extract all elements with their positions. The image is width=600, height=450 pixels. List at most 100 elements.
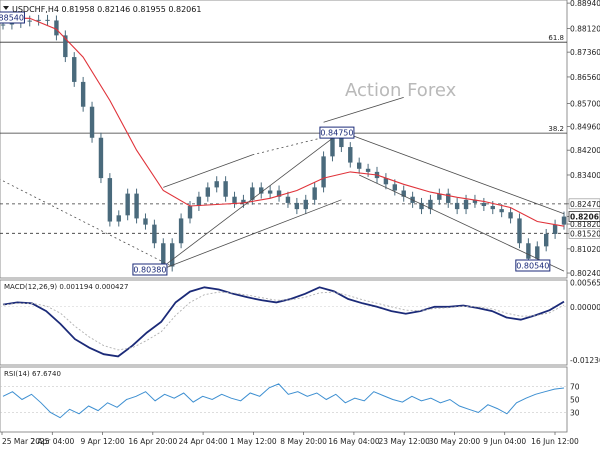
trend-line xyxy=(163,199,342,270)
candle-body xyxy=(365,168,371,172)
candle-body xyxy=(214,181,219,188)
price-plot-frame xyxy=(0,0,568,279)
x-tick-label: 1 May 12:00 xyxy=(230,437,277,446)
y-tick-label: 0.81020 xyxy=(570,245,600,254)
x-tick-label: 16 Apr 20:00 xyxy=(128,437,177,446)
price-annotation-box xyxy=(319,126,355,139)
watermark: Action Forex xyxy=(345,80,457,101)
candle-body xyxy=(561,216,567,225)
candle-body xyxy=(454,202,460,210)
candle-body xyxy=(9,22,15,25)
candle-body xyxy=(205,187,211,197)
price-annotation-label: 0.80380 xyxy=(133,266,166,275)
candle-body xyxy=(481,202,487,207)
rsi-y-tick-label: 30 xyxy=(570,409,580,418)
y-tick-label: 0.84200 xyxy=(570,146,600,155)
trend-line xyxy=(341,131,565,215)
moving-average-line xyxy=(3,17,565,227)
candle-body xyxy=(526,243,531,259)
candle-body xyxy=(294,202,300,210)
level-label: 38.2 xyxy=(548,125,564,133)
x-tick-label: 24 Apr 04:00 xyxy=(179,437,228,446)
candle-body xyxy=(152,224,157,244)
y-tick-label: 0.88940 xyxy=(570,0,600,8)
y-tick-label: 0.88120 xyxy=(570,25,600,34)
candle-body xyxy=(125,193,130,216)
candle-body xyxy=(419,202,424,210)
x-tick-label: 23 May 12:00 xyxy=(378,437,430,446)
rsi-y-tick-label: 50 xyxy=(570,396,580,405)
x-tick-label: 8 May 20:00 xyxy=(280,437,327,446)
price-annotation-label: 0.84750 xyxy=(320,129,353,138)
candle-body xyxy=(116,215,121,222)
candle-body xyxy=(330,137,335,157)
chart-menu-triangle-icon[interactable] xyxy=(3,6,9,10)
macd-title: MACD(12,26,9) 0.001194 0.000427 xyxy=(4,283,128,291)
level-price-box xyxy=(568,198,600,210)
rsi-panel: 70 50 30 xyxy=(0,366,580,433)
candle-body xyxy=(552,224,558,234)
chart-title: USDCHF,H4 0.81958 0.82146 0.81955 0.8206… xyxy=(12,5,201,14)
candle-body xyxy=(134,193,139,219)
y-tick-label: 0.80240 xyxy=(570,269,600,278)
candle-body xyxy=(161,243,166,267)
candle-body xyxy=(339,137,344,148)
trend-line xyxy=(163,154,253,188)
candle-body xyxy=(285,196,291,203)
macd-y-tick-label: 0.000000 xyxy=(570,303,600,312)
candle-body xyxy=(36,19,41,21)
candle-body xyxy=(98,137,104,179)
macd-plot-frame xyxy=(0,279,568,366)
price-annotation-box xyxy=(0,11,25,24)
candle-body xyxy=(169,243,175,267)
y-tick-label: 0.81820 xyxy=(570,220,600,229)
y-tick-label: 0.86560 xyxy=(570,73,600,82)
x-tick-label: 2 Apr 04:00 xyxy=(30,437,74,446)
candle-body xyxy=(446,193,451,203)
price-annotation-label: 0.88540 xyxy=(0,14,24,23)
macd-panel: 0.005659 0.000000 -0.012301 xyxy=(0,278,600,366)
rsi-line xyxy=(2,383,565,419)
candle-body xyxy=(187,206,193,219)
candle-body xyxy=(80,81,86,107)
candle-body xyxy=(490,206,495,210)
candle-body xyxy=(508,212,513,219)
candle-body xyxy=(267,190,273,194)
x-tick-label: 9 Apr 12:00 xyxy=(80,437,124,446)
candle-body xyxy=(72,57,77,82)
candle-body xyxy=(383,178,389,185)
candle-body xyxy=(499,209,504,213)
candle-body xyxy=(321,156,326,188)
candle-body xyxy=(543,233,549,247)
price-annotation-box xyxy=(515,259,551,272)
trend-line xyxy=(163,131,342,267)
y-tick-label: 0.84960 xyxy=(570,123,600,132)
y-tick-label: 0.82470 xyxy=(570,200,600,209)
y-tick-label: 0.85700 xyxy=(570,100,600,109)
candle-body xyxy=(241,199,246,203)
candle-body xyxy=(107,178,113,222)
candle-body xyxy=(437,193,442,200)
level-label: 61.8 xyxy=(548,34,564,42)
x-tick-label: 9 Jun 04:00 xyxy=(483,437,526,446)
candle-body xyxy=(348,147,353,163)
price-panel: 61.8 38.2 0.88540 0.84750 0.80380 0.80540 0.88… xyxy=(0,0,600,279)
y-tick-label: 0.82061 xyxy=(570,213,600,222)
price-annotation-label: 0.80540 xyxy=(516,262,549,271)
candle-body xyxy=(401,190,406,197)
candle-body xyxy=(232,196,237,203)
candle-body xyxy=(45,19,50,21)
candle-body xyxy=(178,218,184,244)
candle-body xyxy=(223,181,228,197)
candle-body xyxy=(428,199,433,210)
y-tick-label: 0.81520 xyxy=(570,229,600,238)
candle-body xyxy=(472,199,478,203)
trend-line xyxy=(323,97,404,123)
candle-body xyxy=(0,24,6,26)
candle-body xyxy=(312,187,317,200)
candle-body xyxy=(143,218,148,225)
x-tick-label: 30 May 20:00 xyxy=(429,437,481,446)
rsi-title: RSI(14) 67.6740 xyxy=(4,370,61,378)
